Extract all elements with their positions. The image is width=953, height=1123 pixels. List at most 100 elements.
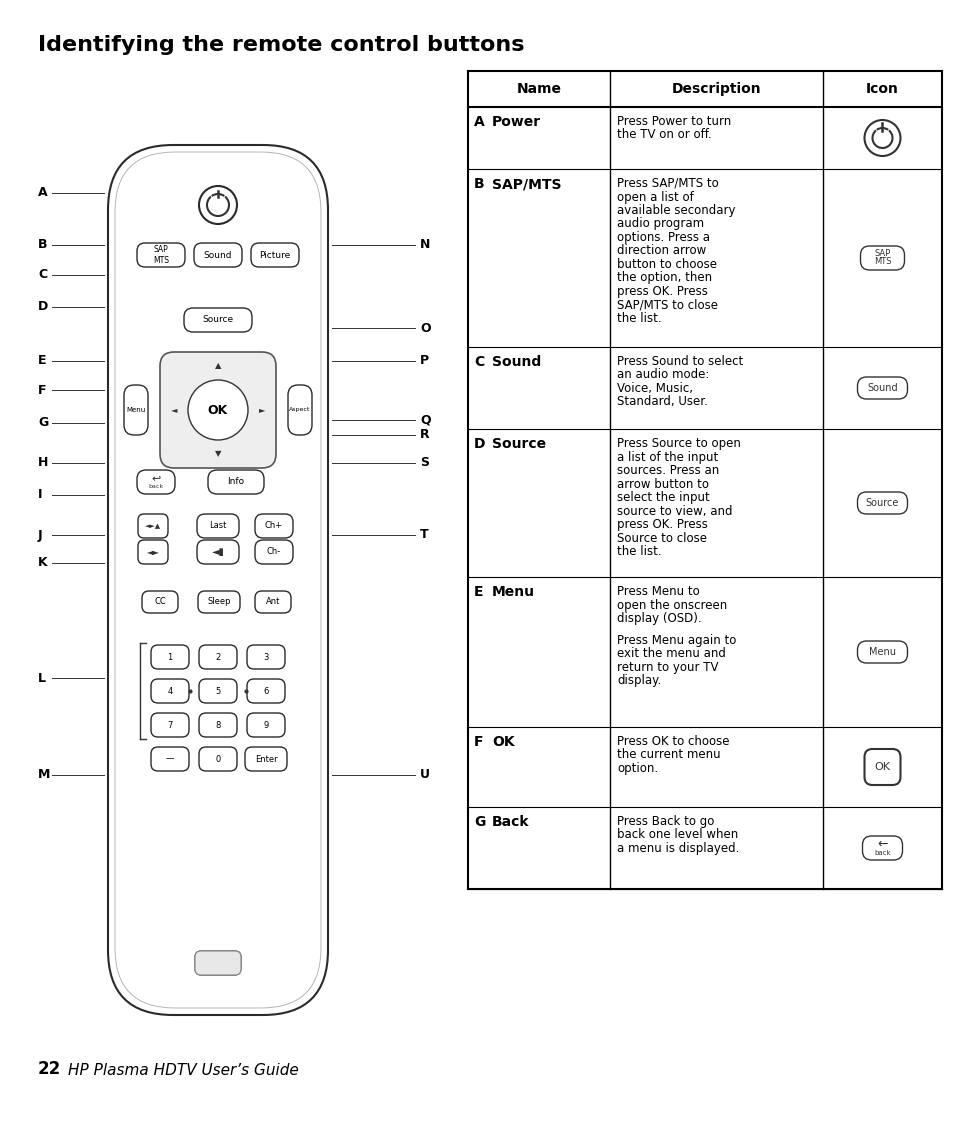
Text: D: D <box>38 301 49 313</box>
FancyBboxPatch shape <box>247 645 285 669</box>
Text: Power: Power <box>492 115 540 129</box>
Text: H: H <box>38 457 49 469</box>
FancyBboxPatch shape <box>108 145 328 1015</box>
Text: C: C <box>38 268 47 282</box>
Text: Press Source to open: Press Source to open <box>617 437 740 450</box>
Text: Press OK to choose: Press OK to choose <box>617 734 729 748</box>
FancyBboxPatch shape <box>196 514 239 538</box>
Text: 4: 4 <box>167 686 172 695</box>
Text: 22: 22 <box>38 1060 61 1078</box>
Text: F: F <box>474 734 483 749</box>
Text: 5: 5 <box>215 686 220 695</box>
Text: Source: Source <box>492 437 545 451</box>
Text: Press Sound to select: Press Sound to select <box>617 355 742 368</box>
FancyBboxPatch shape <box>254 540 293 564</box>
Text: 6: 6 <box>263 686 269 695</box>
Circle shape <box>188 380 248 440</box>
Text: M: M <box>38 768 51 782</box>
Text: a menu is displayed.: a menu is displayed. <box>617 842 739 855</box>
Text: N: N <box>419 238 430 252</box>
Text: Enter: Enter <box>254 755 277 764</box>
Text: R: R <box>419 429 429 441</box>
Text: Source: Source <box>202 316 233 325</box>
Text: open the onscreen: open the onscreen <box>617 599 726 612</box>
Text: Source: Source <box>865 497 899 508</box>
Text: options. Press a: options. Press a <box>617 231 709 244</box>
Text: F: F <box>38 383 47 396</box>
Circle shape <box>199 186 236 223</box>
Text: Source to close: Source to close <box>617 531 706 545</box>
Text: Press Power to turn: Press Power to turn <box>617 115 731 128</box>
FancyBboxPatch shape <box>860 246 903 270</box>
FancyBboxPatch shape <box>160 351 275 468</box>
FancyBboxPatch shape <box>251 243 298 267</box>
Text: press OK. Press: press OK. Press <box>617 518 707 531</box>
Text: Ch-: Ch- <box>267 548 281 557</box>
FancyBboxPatch shape <box>184 308 252 332</box>
Text: 8: 8 <box>215 721 220 730</box>
FancyBboxPatch shape <box>137 471 174 494</box>
FancyBboxPatch shape <box>138 540 168 564</box>
Text: 3: 3 <box>263 652 269 661</box>
Text: Identifying the remote control buttons: Identifying the remote control buttons <box>38 35 524 55</box>
Text: SAP: SAP <box>874 249 890 258</box>
FancyBboxPatch shape <box>142 591 178 613</box>
Text: Voice, Music,: Voice, Music, <box>617 382 692 395</box>
Text: Ant: Ant <box>266 597 280 606</box>
Text: ↩: ↩ <box>152 473 160 483</box>
Text: B: B <box>474 177 484 191</box>
Text: Q: Q <box>419 413 430 427</box>
Text: Sound: Sound <box>866 383 897 393</box>
Text: Last: Last <box>209 521 227 530</box>
FancyBboxPatch shape <box>199 713 236 737</box>
Text: ►: ► <box>258 405 265 414</box>
Text: sources. Press an: sources. Press an <box>617 464 719 477</box>
Text: D: D <box>474 437 485 451</box>
Text: L: L <box>38 672 46 685</box>
Text: Icon: Icon <box>865 82 898 95</box>
Text: select the input: select the input <box>617 491 709 504</box>
FancyBboxPatch shape <box>194 951 241 975</box>
Text: 7: 7 <box>167 721 172 730</box>
Text: source to view, and: source to view, and <box>617 504 732 518</box>
FancyBboxPatch shape <box>857 492 906 514</box>
Text: direction arrow: direction arrow <box>617 245 705 257</box>
FancyBboxPatch shape <box>198 591 240 613</box>
Text: B: B <box>38 238 48 252</box>
FancyBboxPatch shape <box>193 243 242 267</box>
FancyBboxPatch shape <box>245 747 287 772</box>
FancyBboxPatch shape <box>857 377 906 399</box>
Text: display.: display. <box>617 674 660 687</box>
Text: 1: 1 <box>167 652 172 661</box>
Text: OK: OK <box>208 403 228 417</box>
Text: Back: Back <box>492 815 529 829</box>
Text: Sound: Sound <box>204 250 232 259</box>
Text: the list.: the list. <box>617 312 661 325</box>
Text: return to your TV: return to your TV <box>617 660 718 674</box>
Text: E: E <box>474 585 483 599</box>
Text: P: P <box>419 355 429 367</box>
Text: Ch+: Ch+ <box>265 521 283 530</box>
Text: SAP
MTS: SAP MTS <box>152 245 169 265</box>
Text: G: G <box>474 815 485 829</box>
Text: O: O <box>419 321 430 335</box>
Text: MTS: MTS <box>873 257 890 266</box>
Text: —: — <box>166 755 174 764</box>
FancyBboxPatch shape <box>199 747 236 772</box>
Text: ◄: ◄ <box>171 405 177 414</box>
Text: HP Plasma HDTV User’s Guide: HP Plasma HDTV User’s Guide <box>68 1063 298 1078</box>
Text: G: G <box>38 417 49 429</box>
Text: Sleep: Sleep <box>207 597 231 606</box>
FancyBboxPatch shape <box>137 243 185 267</box>
Text: the TV on or off.: the TV on or off. <box>617 128 711 141</box>
Text: U: U <box>419 768 430 782</box>
Text: back one level when: back one level when <box>617 829 738 841</box>
Text: Aspect: Aspect <box>289 408 311 412</box>
Text: Menu: Menu <box>492 585 535 599</box>
FancyBboxPatch shape <box>247 713 285 737</box>
FancyBboxPatch shape <box>863 749 900 785</box>
Text: 2: 2 <box>215 652 220 661</box>
Text: SAP/MTS to close: SAP/MTS to close <box>617 299 718 311</box>
Text: S: S <box>419 457 429 469</box>
FancyBboxPatch shape <box>857 641 906 663</box>
